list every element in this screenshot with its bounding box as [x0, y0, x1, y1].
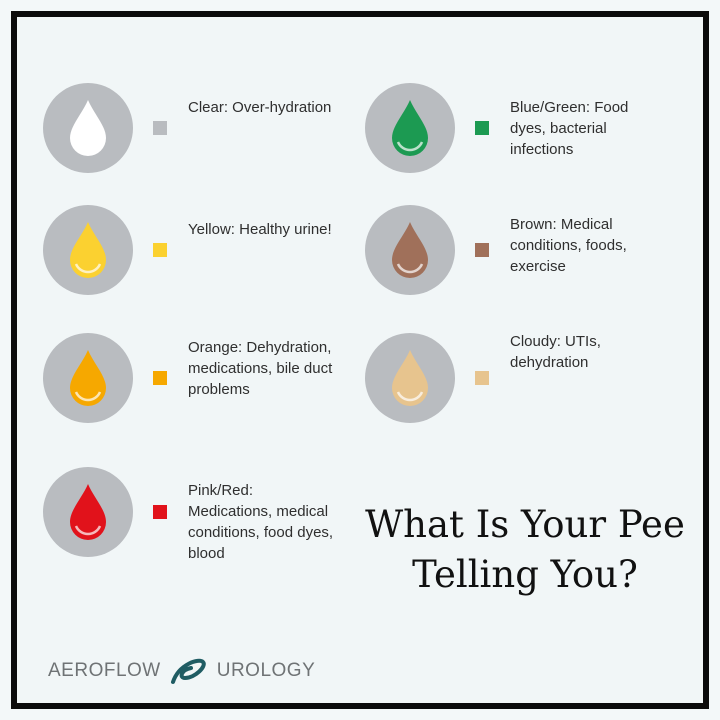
drop-icon — [70, 350, 106, 406]
drop-icon — [70, 100, 106, 156]
color-description: Orange: Dehydration, medications, bile d… — [188, 339, 333, 398]
drop-icon — [392, 350, 428, 406]
color-swatch — [153, 121, 167, 135]
color-description: Pink/Red: Medications, medical condition… — [188, 482, 334, 562]
drop-circle — [43, 83, 133, 173]
color-swatch — [153, 505, 167, 519]
color-description: Brown: Medical conditions, foods, exerci… — [510, 216, 627, 275]
color-swatch — [153, 371, 167, 385]
logo: AEROFLOW UROLOGY — [48, 656, 315, 686]
color-swatch — [475, 371, 489, 385]
drop-circle — [365, 205, 455, 295]
color-description: Blue/Green: Food dyes, bacterial infecti… — [510, 99, 629, 158]
drop-circle — [43, 467, 133, 557]
color-description: Yellow: Healthy urine! — [188, 221, 332, 238]
color-swatch — [475, 243, 489, 257]
color-swatch — [475, 121, 489, 135]
color-swatch — [153, 243, 167, 257]
color-description: Clear: Over-hydration — [188, 99, 332, 116]
drop-icon — [70, 484, 106, 540]
color-description: Cloudy: UTIs, dehydration — [510, 333, 601, 371]
logo-text-left: AEROFLOW — [48, 660, 161, 681]
drop-circle — [43, 205, 133, 295]
drop-circle — [365, 333, 455, 423]
logo-text-right: UROLOGY — [216, 660, 316, 681]
title: What Is Your Pee Telling You? — [365, 503, 685, 596]
drop-circle — [365, 83, 455, 173]
swirl-logo-icon — [170, 658, 206, 684]
drop-circle — [43, 333, 133, 423]
drop-icon — [70, 222, 106, 278]
drop-icon — [392, 100, 428, 156]
drop-icon — [392, 222, 428, 278]
